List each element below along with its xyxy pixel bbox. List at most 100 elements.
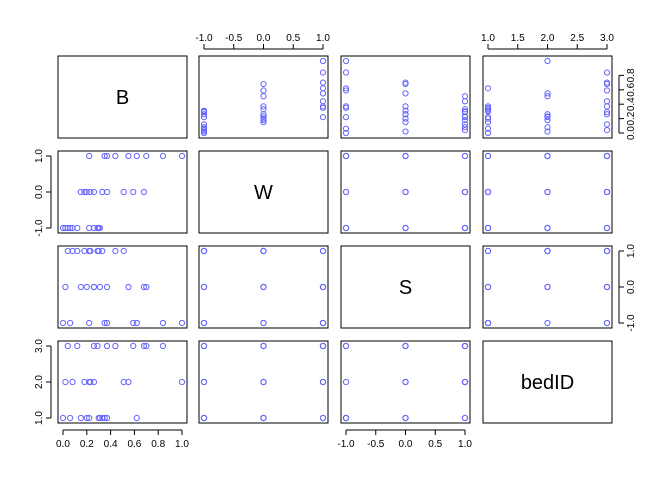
tick-label: -1.0 — [34, 219, 45, 237]
data-point — [77, 283, 84, 291]
data-point — [342, 378, 350, 386]
tick-label: 0.8 — [151, 439, 165, 450]
data-point — [342, 87, 350, 94]
panel-B-vs-W — [57, 150, 188, 234]
data-point — [319, 342, 327, 350]
data-point — [90, 342, 98, 350]
data-point — [319, 247, 327, 255]
data-point — [484, 115, 492, 122]
data-point — [200, 247, 208, 255]
data-point — [77, 414, 84, 422]
data-point — [402, 79, 409, 86]
data-point — [402, 128, 409, 135]
data-point — [319, 90, 327, 97]
data-point — [125, 283, 132, 291]
data-point — [67, 224, 74, 232]
data-point — [260, 93, 267, 100]
data-point — [77, 188, 84, 196]
data-point — [200, 108, 208, 115]
tick-label: 1.0 — [34, 411, 45, 425]
panel-B-vs-S — [57, 245, 188, 329]
data-point — [402, 152, 409, 160]
data-point — [200, 111, 208, 118]
panel-frame — [57, 340, 188, 424]
panel-B-vs-B: B — [57, 55, 188, 139]
data-point — [484, 247, 492, 255]
data-point — [103, 188, 111, 196]
tick-label: 0.0 — [257, 33, 271, 44]
tick-label: 1.0 — [458, 439, 472, 450]
data-point — [402, 107, 409, 114]
data-point — [402, 119, 409, 126]
data-point — [342, 342, 350, 350]
data-point — [461, 114, 469, 121]
data-point — [103, 319, 111, 327]
panel-B-vs-bedID — [57, 340, 188, 424]
panel-W-vs-S — [198, 245, 329, 329]
tick-label: -0.5 — [225, 33, 243, 44]
data-point — [544, 116, 551, 124]
top-axis-W: -1.0 -0.5 0.0 0.5 1.0 — [195, 33, 330, 50]
data-point — [81, 188, 88, 196]
tick-label: 2.0 — [34, 375, 45, 389]
panel-frame — [198, 245, 329, 329]
data-point — [67, 414, 74, 422]
data-point — [484, 319, 492, 327]
data-point — [260, 283, 267, 291]
tick-label: -1.0 — [626, 314, 637, 332]
data-point — [125, 378, 132, 386]
data-point — [603, 121, 611, 128]
tick-label: 0.4 — [626, 97, 637, 111]
data-point — [342, 69, 350, 76]
panel-bedID-vs-W — [482, 150, 613, 234]
data-point — [342, 114, 350, 121]
variable-label-B: B — [116, 87, 129, 109]
data-point — [96, 283, 103, 291]
data-point — [319, 57, 327, 65]
data-point — [260, 113, 267, 120]
data-point — [74, 224, 81, 232]
data-point — [484, 104, 492, 111]
data-point — [544, 111, 551, 118]
data-point — [484, 152, 492, 160]
data-point — [544, 128, 551, 135]
variable-label-S: S — [399, 277, 412, 299]
panel-frame — [482, 150, 613, 234]
data-point — [484, 129, 492, 137]
data-point — [200, 124, 208, 131]
panel-frame — [340, 150, 471, 234]
data-point — [260, 106, 267, 113]
data-point — [544, 90, 551, 97]
data-point — [103, 414, 111, 422]
tick-label: 2.5 — [570, 33, 584, 44]
tick-label: 0.5 — [286, 33, 300, 44]
data-point — [260, 378, 267, 386]
data-point — [603, 69, 611, 76]
data-point — [319, 85, 327, 92]
data-point — [95, 247, 102, 255]
tick-label: -1.0 — [195, 33, 213, 44]
data-point — [99, 247, 106, 255]
data-point — [484, 283, 492, 291]
panel-W-vs-B — [198, 55, 329, 139]
data-point — [319, 79, 327, 86]
panel-frame — [340, 245, 471, 329]
data-point — [103, 342, 111, 350]
data-point — [83, 283, 90, 291]
data-point — [342, 125, 350, 132]
tick-label: 1.0 — [316, 33, 330, 44]
data-point — [484, 119, 492, 126]
data-point — [67, 319, 74, 327]
data-point — [319, 414, 327, 422]
data-point — [74, 247, 81, 255]
data-point — [402, 378, 409, 386]
variable-label-W: W — [254, 182, 273, 204]
data-point — [120, 188, 127, 196]
data-point — [140, 283, 148, 291]
data-point — [603, 152, 611, 160]
data-point — [101, 152, 108, 160]
data-point — [603, 103, 611, 110]
data-point — [484, 188, 492, 196]
data-point — [130, 342, 137, 350]
data-point — [86, 414, 93, 422]
